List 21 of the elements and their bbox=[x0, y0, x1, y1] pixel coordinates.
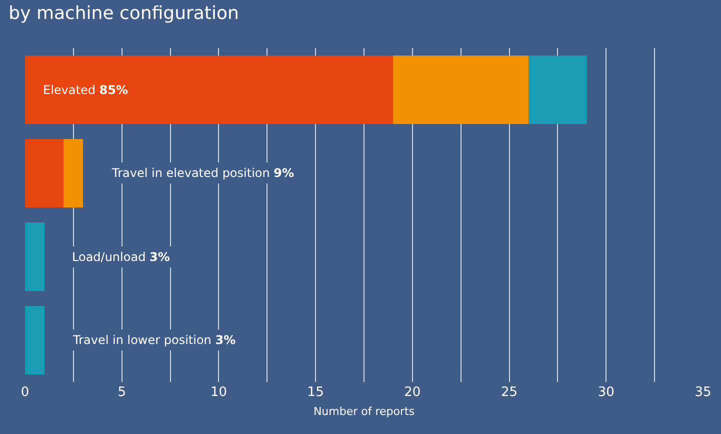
bar bbox=[25, 56, 394, 124]
bar bbox=[25, 222, 44, 291]
x-tick-label: 35 bbox=[694, 385, 712, 400]
bar bbox=[25, 139, 64, 208]
y-tick-label: Load/unload 3% bbox=[72, 250, 170, 264]
x-tick-label: 25 bbox=[501, 385, 518, 400]
bar bbox=[64, 139, 84, 208]
x-tick-label: 0 bbox=[20, 385, 30, 400]
y-tick-label: Travel in lower position 3% bbox=[72, 333, 236, 347]
y-tick-label: Elevated 85% bbox=[43, 83, 128, 97]
x-tick-label: 10 bbox=[210, 385, 227, 400]
x-tick-label: 5 bbox=[118, 385, 126, 400]
bar bbox=[528, 56, 587, 124]
x-tick-label: 20 bbox=[404, 385, 421, 400]
bar bbox=[25, 306, 44, 374]
x-axis-title: Number of reports bbox=[313, 405, 415, 418]
chart-title: by machine configuration bbox=[8, 3, 239, 24]
y-tick-label: Travel in elevated position 9% bbox=[111, 166, 294, 180]
x-tick-label: 15 bbox=[307, 385, 324, 400]
x-tick-label: 30 bbox=[598, 385, 614, 400]
bar bbox=[393, 56, 529, 124]
